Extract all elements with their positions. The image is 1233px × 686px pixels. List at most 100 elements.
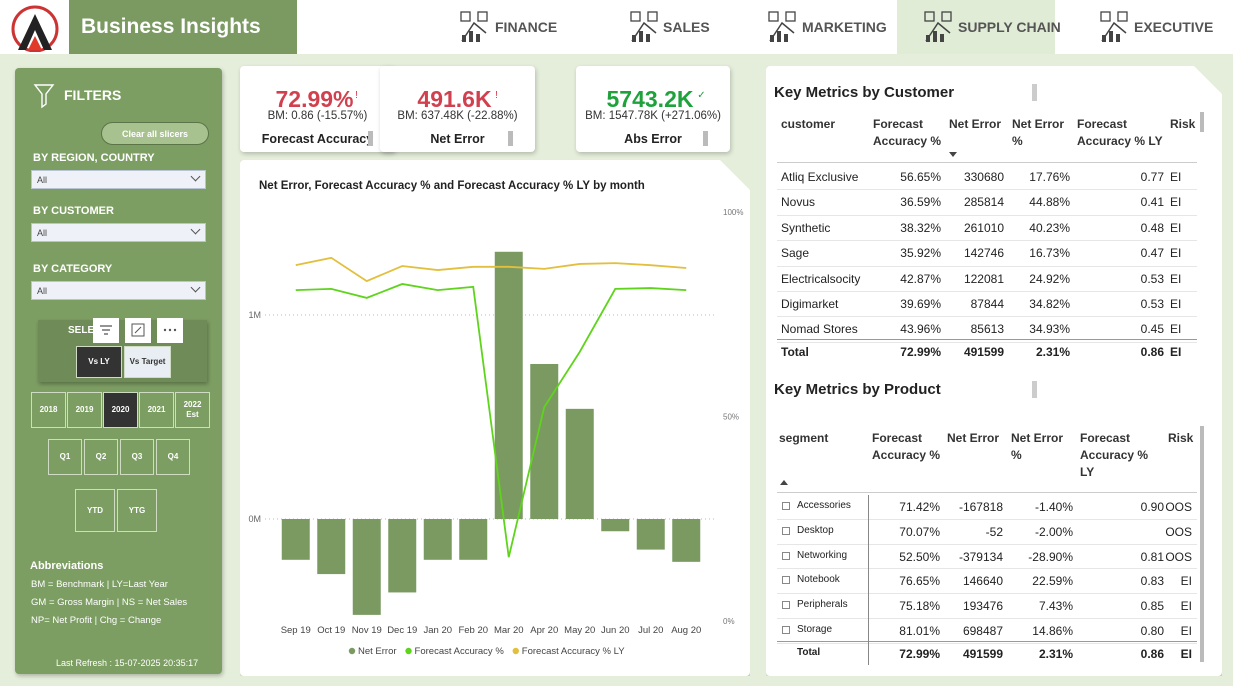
- cell-number: 22.59%: [1032, 574, 1073, 589]
- quarter-button[interactable]: Q2: [84, 439, 118, 475]
- cell-name: Notebook: [797, 574, 840, 586]
- year-button[interactable]: 2019: [67, 392, 102, 428]
- slicer-dropdown[interactable]: All: [31, 223, 206, 242]
- slicer-dropdown[interactable]: All: [31, 170, 206, 189]
- app-title: Business Insights 360: [69, 0, 297, 92]
- nav-item[interactable]: EXECUTIVE: [1134, 19, 1214, 35]
- nav-item[interactable]: SALES: [663, 19, 710, 35]
- cell-risk: EI: [1180, 624, 1192, 638]
- header-divider: [777, 492, 1197, 493]
- cell-number: 193476: [962, 599, 1003, 614]
- cell-risk: EI: [1170, 322, 1182, 337]
- clear-button[interactable]: Clear all slicers: [101, 122, 209, 145]
- expand-icon: [782, 502, 790, 510]
- row-divider: [777, 240, 1197, 242]
- cell-number: 16.73%: [1029, 246, 1070, 261]
- cell-name: Nomad Stores: [781, 322, 858, 337]
- cell-risk: OOS: [1165, 524, 1192, 539]
- benchmark-button[interactable]: Vs LY: [76, 346, 122, 378]
- cell-number: 0.48: [1140, 220, 1164, 235]
- cell-number: 142746: [963, 246, 1004, 261]
- cell-number: 70.07%: [899, 524, 940, 539]
- cell-number: 491599: [962, 647, 1003, 661]
- cell-number: 17.76%: [1029, 170, 1070, 184]
- cell-risk: EI: [1170, 246, 1182, 261]
- cell-number: 285814: [963, 195, 1004, 210]
- cell-name: Synthetic: [781, 220, 831, 235]
- cell-number: 0.53: [1140, 297, 1164, 311]
- year-button[interactable]: 2018: [31, 392, 66, 428]
- year-button[interactable]: 2021: [139, 392, 174, 428]
- period-button[interactable]: YTD: [75, 489, 115, 532]
- period-button[interactable]: YTG: [117, 489, 157, 532]
- row-divider: [777, 518, 1197, 520]
- scroll-handle: [1032, 84, 1037, 101]
- cell-number: 39.69%: [900, 297, 941, 311]
- row-divider: [777, 291, 1197, 292]
- scrollbar: [1200, 112, 1204, 132]
- cell-number: -28.90%: [1028, 549, 1073, 564]
- kpi-flag: !: [495, 90, 498, 101]
- cell-number: 0.41: [1140, 195, 1164, 210]
- quarter-button[interactable]: Q1: [48, 439, 82, 475]
- year-button[interactable]: 2022 Est: [175, 392, 210, 428]
- slicer-dropdown[interactable]: All: [31, 281, 206, 300]
- cell-number: 0.77: [1140, 170, 1164, 184]
- cell-number: -52: [985, 524, 1003, 539]
- cell-number: 40.23%: [1029, 220, 1070, 235]
- nav-icon: [630, 11, 658, 42]
- column-header: Net Error: [949, 117, 1002, 131]
- cell-number: 146640: [962, 574, 1003, 589]
- kpi-flag: !: [355, 90, 358, 101]
- cell-risk: EI: [1180, 574, 1192, 589]
- cell-number: 698487: [962, 624, 1003, 638]
- cell-name: Digimarket: [781, 297, 839, 311]
- cell-number: -379134: [958, 549, 1003, 564]
- cell-number: 7.43%: [1038, 599, 1073, 614]
- nav-item[interactable]: SUPPLY CHAIN: [958, 19, 1061, 35]
- benchmark-label: SELEC: [68, 325, 102, 336]
- quarter-button[interactable]: Q3: [120, 439, 154, 475]
- cell-name: Total: [797, 647, 821, 658]
- column-header: Net Error: [947, 431, 1000, 445]
- cell-name: Novus: [781, 195, 816, 210]
- cell-risk: OOS: [1165, 549, 1192, 564]
- column-divider: [868, 495, 869, 665]
- sort-arrow: [949, 152, 957, 157]
- nav-item[interactable]: MARKETING: [802, 19, 887, 35]
- row-divider: [777, 265, 1197, 267]
- cell-risk: EI: [1170, 297, 1182, 311]
- quarter-button[interactable]: Q4: [156, 439, 190, 475]
- nav-icon: [1100, 11, 1128, 42]
- abbrev-line: GM = Gross Margin | NS = Net Sales: [31, 597, 188, 608]
- cell-number: 0.86: [1140, 345, 1164, 359]
- cell-number: 72.99%: [899, 647, 940, 661]
- kpi-label: Forecast Accuracy: [261, 132, 374, 146]
- row-divider: [777, 316, 1197, 318]
- cell-number: 52.50%: [899, 549, 940, 564]
- benchmark-button[interactable]: Vs Target: [124, 346, 171, 378]
- year-button[interactable]: 2020: [103, 392, 138, 428]
- total-divider: [777, 339, 1197, 340]
- kpi-scroll: [508, 131, 513, 146]
- cell-number: 491599: [963, 345, 1004, 359]
- cell-number: 14.86%: [1032, 624, 1073, 638]
- nav-icon: [924, 11, 952, 42]
- column-header: Net Error %: [1011, 431, 1064, 462]
- logo: [11, 5, 59, 52]
- row-divider: [777, 642, 1197, 644]
- column-header: Net Error %: [1012, 117, 1065, 148]
- cell-number: 42.87%: [900, 271, 941, 286]
- nav-item[interactable]: FINANCE: [495, 19, 558, 35]
- cell-number: 261010: [963, 220, 1004, 235]
- nav-icon: [768, 11, 796, 42]
- cell-risk: EI: [1170, 345, 1182, 359]
- cell-risk: EI: [1180, 599, 1192, 614]
- cell-name: Storage: [797, 624, 833, 635]
- cell-number: 2.31%: [1035, 345, 1070, 359]
- cell-name: Desktop: [797, 524, 834, 536]
- cell-name: Peripherals: [797, 599, 848, 611]
- last-refresh: Last Refresh : 15-07-2025 20:35:17: [56, 658, 199, 668]
- cell-number: 34.82%: [1029, 297, 1070, 311]
- cell-number: 75.18%: [899, 599, 940, 614]
